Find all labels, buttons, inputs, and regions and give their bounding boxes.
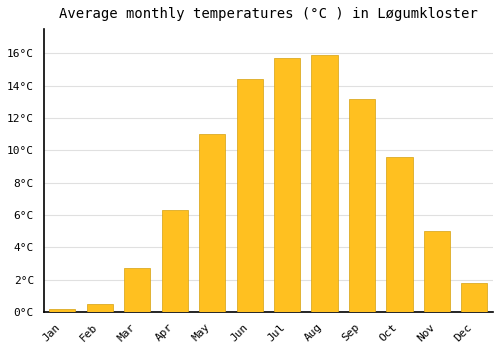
Bar	[312, 55, 338, 312]
Bar	[274, 58, 300, 312]
Bar	[162, 210, 188, 312]
Bar	[424, 231, 450, 312]
Bar	[50, 309, 76, 312]
Bar	[349, 99, 375, 312]
Bar	[124, 268, 150, 312]
Bar	[236, 79, 262, 312]
Bar	[461, 283, 487, 312]
Bar	[86, 304, 113, 312]
Bar	[386, 157, 412, 312]
Bar	[199, 134, 226, 312]
Title: Average monthly temperatures (°C ) in Løgumkloster: Average monthly temperatures (°C ) in Lø…	[59, 7, 478, 21]
